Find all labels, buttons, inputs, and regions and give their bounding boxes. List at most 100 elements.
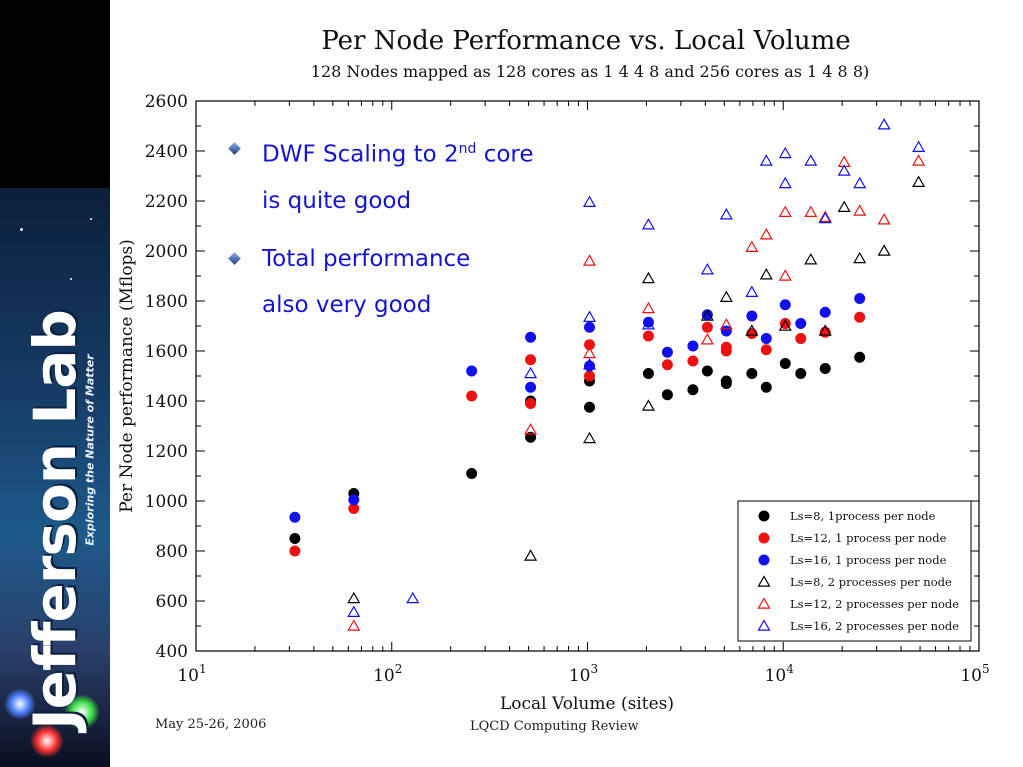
data-point [854,293,866,304]
data-point [524,366,538,379]
data-point [582,346,597,359]
data-point [641,301,655,314]
data-point [819,306,831,318]
bullet-text: Total performance [262,245,471,272]
data-point [779,299,791,311]
data-point [804,253,818,265]
data-point [778,176,792,189]
data-point [818,211,832,224]
data-point [854,311,866,323]
data-point [584,370,596,382]
data-point [701,321,713,333]
data-point [289,533,301,544]
legend-marker [758,554,770,566]
data-point [466,468,478,479]
legend-label: Ls=16, 1 process per node [790,553,947,567]
data-point [525,431,537,443]
data-point [687,384,699,396]
data-point [877,244,891,256]
legend-label: Ls=8, 1process per node [790,509,936,523]
data-point [348,494,360,506]
chart-title: Per Node Performance vs. Local Volume [321,26,851,56]
footer-center: LQCD Computing Review [470,719,639,734]
legend-label: Ls=12, 2 processes per node [790,597,959,611]
legend-marker [758,532,770,544]
data-point [745,240,759,252]
data-point [719,290,733,302]
x-tick-label: 105 [960,662,989,686]
legend-marker [758,510,770,522]
y-tick-label: 1000 [145,492,188,512]
data-point [795,368,807,379]
y-tick-label: 400 [156,642,188,662]
data-point [641,218,655,230]
data-point [759,154,773,166]
data-point [700,309,714,321]
data-point [700,263,714,275]
sidebar: Jefferson Lab Exploring the Nature of Ma… [0,0,110,767]
data-point [525,398,537,409]
legend-label: Ls=12, 1 process per node [790,531,947,545]
data-point [819,363,831,374]
data-point [582,254,597,266]
bullet-text: core [476,141,534,168]
y-tick-label: 2600 [145,92,188,112]
data-point [661,346,673,358]
data-point [760,381,772,393]
data-point [582,310,597,322]
data-point [818,210,832,222]
footer-date: May 25-26, 2006 [155,717,267,732]
data-point [584,321,596,333]
data-point [853,251,867,264]
data-point [347,619,361,631]
data-point [760,344,772,356]
data-point [719,318,733,330]
bullet-superscript: nd [458,141,477,157]
legend-label: Ls=16, 2 processes per node [790,619,959,633]
data-point [641,318,655,330]
data-point [347,605,361,617]
data-point [746,368,758,379]
legend: Ls=8, 1process per node Ls=12, 1 process … [737,500,972,642]
data-point [687,340,699,352]
y-tick-label: 800 [156,542,188,562]
star [40,338,43,341]
bullet-text-line2: is quite good [262,187,412,214]
data-point [912,175,926,187]
data-point [795,333,807,344]
data-point [853,204,867,216]
data-point [720,341,732,353]
y-tick-label: 1400 [145,392,188,412]
x-tick-label: 103 [569,662,598,686]
data-point [661,389,673,401]
x-tick-label: 101 [177,662,206,686]
data-point [795,318,807,329]
data-point [912,154,926,166]
bullet-list: DWF Scaling to 2nd core is quite good To… [228,126,628,340]
data-point [641,399,655,411]
data-point [778,146,792,159]
data-point [584,401,596,413]
bullet-text-line2: also very good [262,291,432,318]
data-point [687,355,699,367]
data-point [642,330,654,342]
diamond-bullet-icon [228,251,241,265]
data-point [701,365,713,377]
legend-label: Ls=8, 2 processes per node [790,575,952,589]
data-point [584,339,596,351]
legend-marker [757,597,771,609]
data-point [582,431,597,444]
data-point [642,368,654,379]
glow-green [64,694,100,730]
data-point [525,331,537,343]
bullet-item: DWF Scaling to 2nd core is quite good [228,126,628,224]
y-tick-label: 1200 [145,442,188,462]
star [20,228,23,231]
data-point [837,200,851,212]
data-point [289,511,301,523]
data-point [745,285,759,297]
data-point [853,176,867,189]
bullet-text: DWF Scaling to 2 [262,141,459,168]
data-point [877,118,891,130]
